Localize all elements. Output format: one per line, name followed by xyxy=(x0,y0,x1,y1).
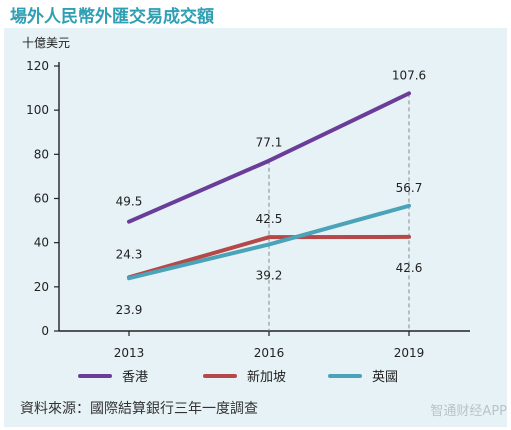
legend-label: 新加坡 xyxy=(247,369,286,385)
data-label: 23.9 xyxy=(116,303,143,317)
watermark-text: 智通财经APP xyxy=(430,404,507,419)
legend-label: 英國 xyxy=(372,370,398,385)
source-note: 資料來源：國際結算銀行三年一度調查 xyxy=(20,401,258,417)
series-line-英國 xyxy=(127,203,411,281)
x-tick-label: 2016 xyxy=(254,346,285,360)
y-unit-label: 十億美元 xyxy=(22,36,70,50)
data-label: 24.3 xyxy=(116,247,143,261)
legend-label: 香港 xyxy=(122,370,148,385)
data-label: 42.6 xyxy=(396,261,423,275)
series-line-香港 xyxy=(127,91,411,224)
x-tick-label: 2019 xyxy=(394,346,425,360)
y-tick-label: 40 xyxy=(34,236,49,250)
y-tick-label: 120 xyxy=(26,59,49,73)
data-label: 56.7 xyxy=(396,181,423,195)
data-label: 77.1 xyxy=(256,136,283,150)
chart-title: 場外人民幣外匯交易成交額 xyxy=(10,7,214,27)
y-tick-label: 100 xyxy=(26,103,49,117)
y-tick-label: 60 xyxy=(34,192,49,206)
data-label: 39.2 xyxy=(256,268,283,282)
data-label: 42.5 xyxy=(256,212,283,226)
y-tick-label: 20 xyxy=(34,280,49,294)
y-tick-label: 0 xyxy=(41,324,49,338)
data-label: 49.5 xyxy=(116,195,143,209)
series-line-新加坡 xyxy=(127,234,411,280)
data-label: 107.6 xyxy=(392,68,426,82)
y-tick-label: 80 xyxy=(34,147,49,161)
x-tick-label: 2013 xyxy=(114,346,145,360)
chart-panel xyxy=(4,28,507,427)
